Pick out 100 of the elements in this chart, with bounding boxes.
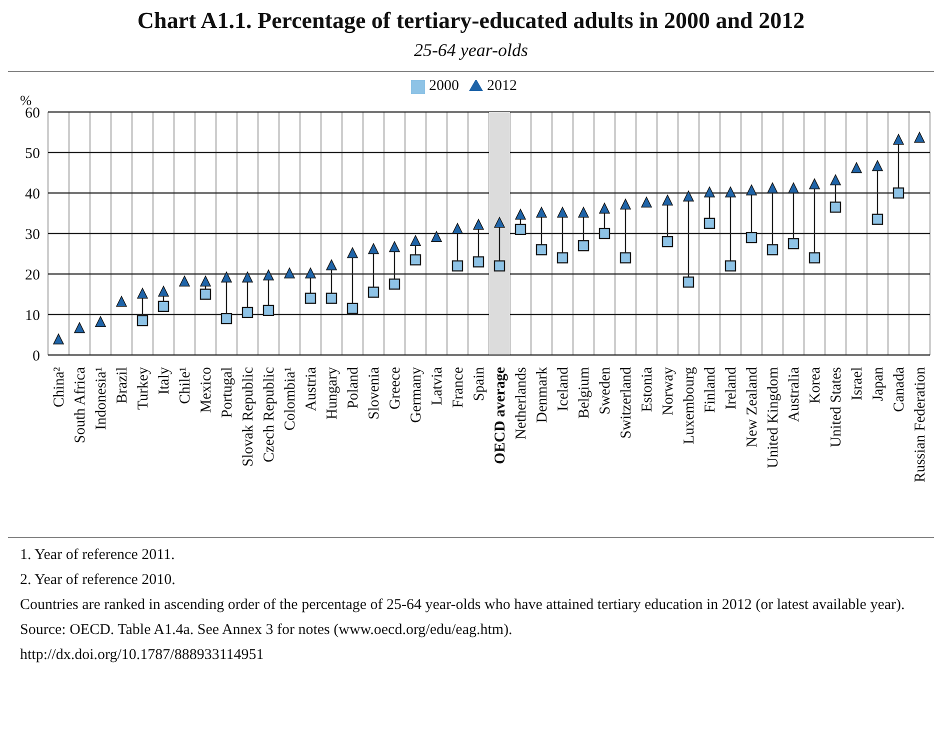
- point: [242, 272, 253, 282]
- x-tick-label: Poland: [346, 366, 362, 409]
- point: [95, 316, 106, 327]
- point: [683, 190, 694, 202]
- point: [494, 260, 506, 272]
- point: [452, 223, 463, 234]
- x-tick-label: Sweden: [598, 366, 614, 414]
- point: [220, 312, 232, 324]
- x-tick-label: Mexico: [198, 367, 214, 413]
- point: [704, 218, 716, 229]
- text: Countries are ranked in ascending order of the percentage of 25-64 year-olds who have attained tertiary education in 2012 (or latest available year).: [20, 596, 906, 615]
- text: 2. Year of reference 2010.: [20, 571, 176, 590]
- point: [262, 304, 274, 316]
- point: [767, 182, 778, 194]
- point: [74, 322, 85, 334]
- point: [830, 174, 841, 186]
- x-tick-label: Iceland: [556, 366, 572, 412]
- legend-label: 2000: [429, 78, 459, 94]
- point: [914, 132, 925, 143]
- x-tick-label: Belgium: [576, 366, 592, 419]
- point: [515, 208, 526, 220]
- x-tick-label: Italy: [156, 366, 172, 394]
- point: [641, 196, 652, 208]
- x-tick-label: Canada: [892, 366, 908, 412]
- chart-subtitle: 25-64 year-olds: [412, 40, 530, 61]
- point: [242, 306, 254, 318]
- point: [872, 160, 883, 172]
- x-tick-label: Portugal: [220, 367, 236, 418]
- point: [746, 184, 757, 196]
- point: [368, 243, 379, 254]
- point: [305, 268, 316, 278]
- x-tick-label: Japan: [870, 366, 886, 402]
- point: [599, 202, 610, 214]
- point: [431, 231, 442, 242]
- point: [389, 241, 400, 252]
- y-tick-label: 10: [25, 308, 40, 324]
- x-tick-label: France: [450, 366, 466, 408]
- legend-label: 2012: [487, 78, 517, 94]
- point: [662, 236, 674, 248]
- x-tick-label: Russian Federation: [912, 366, 928, 482]
- x-tick-label: Spain: [472, 366, 488, 402]
- x-tick-label: Germany: [408, 366, 424, 423]
- x-tick-label: Czech Republic: [262, 366, 278, 462]
- point: [200, 288, 212, 300]
- y-tick-label: 0: [32, 348, 40, 364]
- x-tick-label: OECD average: [492, 366, 508, 464]
- x-tick-label: Norway: [660, 366, 676, 416]
- x-tick-label: Australia: [786, 366, 802, 422]
- point: [851, 162, 862, 174]
- x-tick-label: United States: [828, 366, 844, 448]
- point: [788, 238, 800, 250]
- point: [346, 302, 358, 314]
- x-tick-label: South Africa: [72, 366, 88, 444]
- point: [682, 276, 694, 288]
- point: [53, 334, 64, 344]
- point: [452, 260, 464, 272]
- x-tick-label: Latvia: [430, 366, 446, 406]
- x-tick-label: China²: [52, 366, 68, 408]
- point: [872, 214, 884, 225]
- x-tick-label: Indonesia¹: [94, 367, 110, 430]
- x-tick-label: Slovak Republic: [240, 366, 256, 467]
- point: [304, 292, 316, 304]
- x-tick-label: Estonia: [640, 366, 656, 412]
- point: [536, 244, 548, 256]
- y-tick-label: 30: [25, 226, 40, 243]
- point: [388, 278, 400, 290]
- point: [179, 276, 190, 286]
- point: [704, 186, 715, 198]
- point: [578, 206, 589, 218]
- point: [368, 286, 380, 298]
- point: [809, 178, 820, 190]
- point: [598, 228, 610, 240]
- x-tick-label: Austria: [304, 366, 320, 412]
- point: [136, 314, 148, 326]
- y-tick-label: 40: [25, 186, 40, 202]
- point: [830, 202, 842, 213]
- point: [326, 260, 337, 270]
- x-tick-label: Slovenia: [366, 366, 382, 420]
- chart-title: Chart A1.1. Percentage of tertiary-educated adults in 2000 and 2012: [136, 8, 806, 34]
- point: [137, 288, 148, 299]
- point: [263, 270, 274, 280]
- x-tick-label: Korea: [808, 366, 824, 404]
- point: [514, 224, 526, 236]
- point: [620, 198, 631, 210]
- point: [808, 252, 820, 264]
- x-tick-label: Colombia¹: [282, 367, 298, 431]
- source-note: Source: OECD. Table A1.4a. See Annex 3 for notes (www.oecd.org/edu/eag.htm).: [20, 621, 514, 640]
- point: [200, 276, 211, 286]
- x-tick-label: Denmark: [534, 366, 550, 423]
- x-tick-label: Greece: [388, 366, 404, 410]
- point: [578, 240, 590, 252]
- point: [410, 254, 422, 266]
- x-tick-label: Turkey: [136, 366, 152, 410]
- point: [892, 187, 904, 199]
- x-tick-label: Luxembourg: [682, 366, 698, 444]
- text: http://dx.doi.org/10.1787/888933114951: [20, 646, 265, 665]
- x-tick-label: United Kingdom: [766, 366, 782, 468]
- point: [221, 272, 232, 282]
- x-tick-label: Finland: [702, 366, 718, 413]
- point: [724, 260, 736, 272]
